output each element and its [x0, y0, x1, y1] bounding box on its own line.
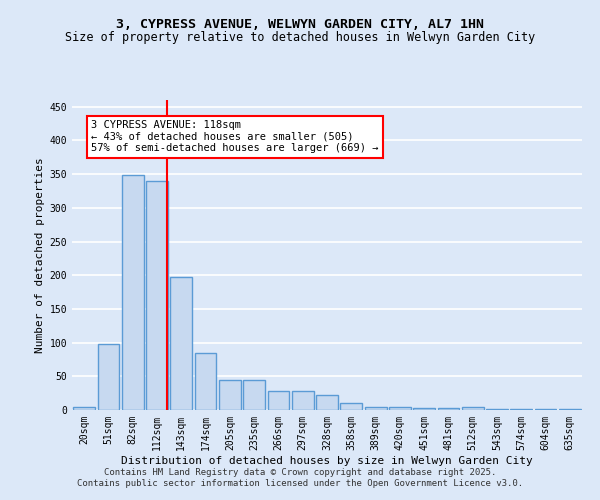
Text: 3, CYPRESS AVENUE, WELWYN GARDEN CITY, AL7 1HN: 3, CYPRESS AVENUE, WELWYN GARDEN CITY, A… — [116, 18, 484, 30]
Bar — [486, 408, 508, 410]
Bar — [462, 406, 484, 410]
Bar — [413, 408, 435, 410]
Bar — [194, 352, 217, 410]
Bar — [243, 380, 265, 410]
Bar — [340, 404, 362, 410]
Bar — [97, 344, 119, 410]
Bar — [146, 181, 168, 410]
Bar — [73, 406, 95, 410]
Bar — [316, 394, 338, 410]
Y-axis label: Number of detached properties: Number of detached properties — [35, 157, 46, 353]
Bar — [219, 380, 241, 410]
Text: 3 CYPRESS AVENUE: 118sqm
← 43% of detached houses are smaller (505)
57% of semi-: 3 CYPRESS AVENUE: 118sqm ← 43% of detach… — [91, 120, 379, 154]
X-axis label: Distribution of detached houses by size in Welwyn Garden City: Distribution of detached houses by size … — [121, 456, 533, 466]
Bar — [559, 408, 581, 410]
Bar — [268, 391, 289, 410]
Bar — [389, 406, 411, 410]
Text: Contains HM Land Registry data © Crown copyright and database right 2025.
Contai: Contains HM Land Registry data © Crown c… — [77, 468, 523, 487]
Bar — [122, 176, 143, 410]
Bar — [170, 277, 192, 410]
Text: Size of property relative to detached houses in Welwyn Garden City: Size of property relative to detached ho… — [65, 31, 535, 44]
Bar — [292, 391, 314, 410]
Bar — [365, 406, 386, 410]
Bar — [437, 408, 460, 410]
